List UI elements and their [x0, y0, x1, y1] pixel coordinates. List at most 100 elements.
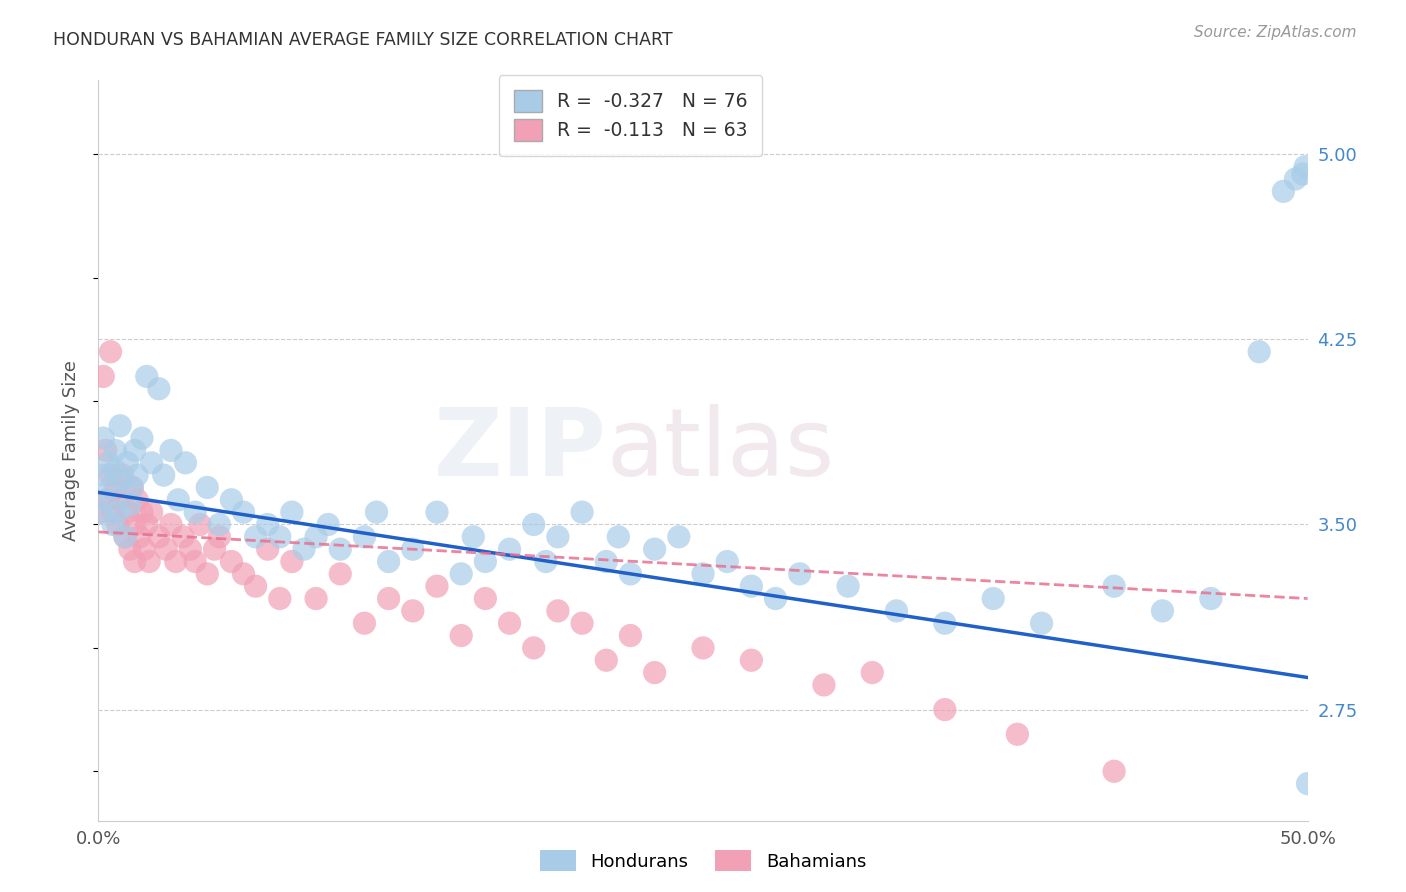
Point [450, 566, 472, 581]
Point [765, 591, 787, 606]
Point [619, 629, 641, 643]
Point [1272, 185, 1295, 199]
Point [1292, 167, 1315, 181]
Point [245, 530, 267, 544]
Point [607, 530, 630, 544]
Point [232, 566, 254, 581]
Point [97, 492, 120, 507]
Point [148, 382, 170, 396]
Point [114, 530, 136, 544]
Point [118, 498, 141, 512]
Point [118, 542, 141, 557]
Point [121, 481, 143, 495]
Point [1294, 160, 1316, 174]
Point [534, 555, 557, 569]
Point [292, 542, 315, 557]
Point [108, 418, 131, 433]
Point [204, 542, 226, 557]
Point [91, 369, 114, 384]
Point [256, 542, 278, 557]
Point [121, 481, 143, 495]
Point [716, 555, 738, 569]
Point [595, 653, 617, 667]
Point [402, 604, 425, 618]
Point [101, 505, 124, 519]
Point [172, 530, 194, 544]
Point [474, 555, 496, 569]
Point [377, 591, 399, 606]
Point [135, 517, 157, 532]
Point [100, 344, 122, 359]
Point [91, 468, 114, 483]
Point [108, 492, 131, 507]
Point [353, 616, 375, 631]
Point [165, 555, 187, 569]
Point [127, 492, 149, 507]
Point [131, 505, 153, 519]
Point [1296, 776, 1319, 791]
Point [1102, 579, 1125, 593]
Point [1249, 344, 1271, 359]
Point [117, 456, 139, 470]
Point [100, 468, 122, 483]
Point [148, 530, 170, 544]
Point [281, 555, 304, 569]
Point [117, 505, 139, 519]
Point [100, 481, 122, 495]
Point [167, 492, 190, 507]
Point [305, 591, 328, 606]
Point [668, 530, 690, 544]
Point [131, 431, 153, 445]
Point [402, 542, 425, 557]
Text: Source: ZipAtlas.com: Source: ZipAtlas.com [1194, 25, 1357, 40]
Point [155, 542, 177, 557]
Point [104, 443, 127, 458]
Point [692, 640, 714, 655]
Point [281, 505, 304, 519]
Point [981, 591, 1004, 606]
Point [111, 473, 134, 487]
Point [426, 505, 449, 519]
Y-axis label: Average Family Size: Average Family Size [62, 360, 80, 541]
Point [934, 616, 956, 631]
Point [256, 517, 278, 532]
Point [860, 665, 883, 680]
Point [523, 517, 546, 532]
Point [269, 530, 291, 544]
Point [134, 542, 156, 557]
Point [195, 566, 218, 581]
Point [644, 665, 666, 680]
Point [474, 591, 496, 606]
Point [114, 530, 136, 544]
Point [523, 640, 546, 655]
Point [837, 579, 859, 593]
Point [141, 505, 163, 519]
Point [128, 530, 150, 544]
Point [184, 505, 207, 519]
Point [124, 443, 146, 458]
Point [104, 481, 127, 495]
Text: ZIP: ZIP [433, 404, 606, 497]
Point [107, 517, 129, 532]
Point [208, 517, 231, 532]
Point [208, 530, 231, 544]
Point [160, 517, 183, 532]
Point [269, 591, 291, 606]
Point [426, 579, 449, 593]
Point [740, 653, 762, 667]
Point [91, 431, 114, 445]
Point [934, 703, 956, 717]
Point [152, 468, 174, 483]
Point [366, 505, 388, 519]
Point [644, 542, 666, 557]
Point [124, 555, 146, 569]
Point [184, 555, 207, 569]
Point [450, 629, 472, 643]
Point [692, 566, 714, 581]
Point [94, 492, 117, 507]
Point [329, 542, 352, 557]
Point [316, 517, 339, 532]
Text: atlas: atlas [606, 404, 835, 497]
Point [1031, 616, 1053, 631]
Point [97, 456, 120, 470]
